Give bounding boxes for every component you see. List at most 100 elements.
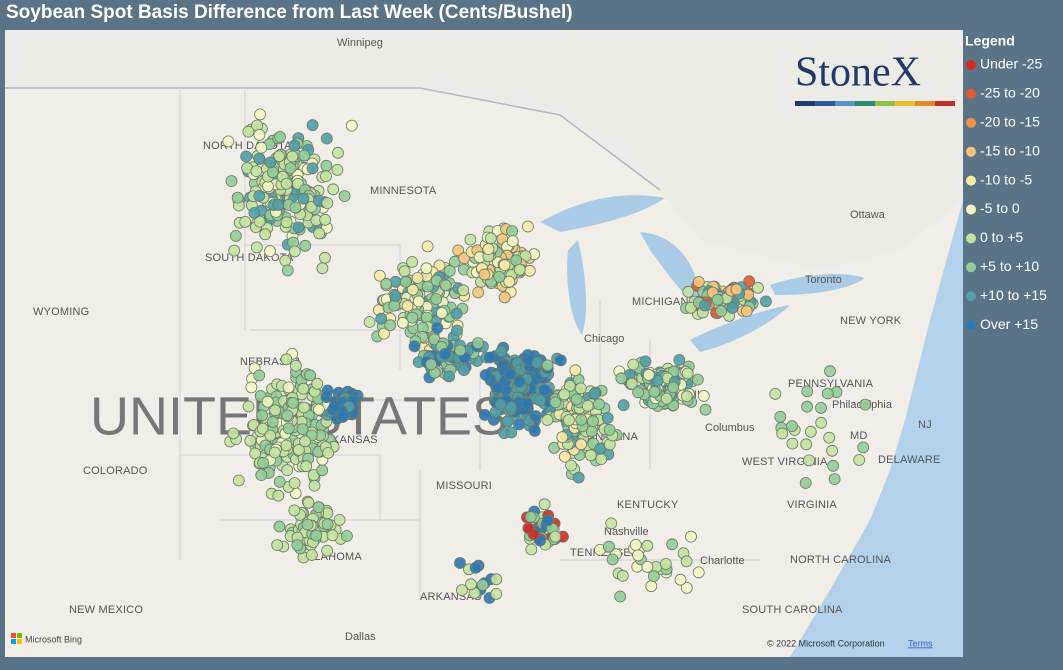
legend-swatch xyxy=(966,262,976,273)
page-title: Soybean Spot Basis Difference from Last … xyxy=(6,2,573,23)
location-dot xyxy=(399,275,412,288)
location-dot xyxy=(804,425,817,438)
location-dot xyxy=(326,529,339,542)
location-dot xyxy=(273,150,286,163)
location-dot xyxy=(316,464,329,477)
location-dot xyxy=(388,299,401,312)
location-dot xyxy=(569,364,582,377)
location-dot xyxy=(692,276,705,288)
location-dot xyxy=(274,130,286,143)
location-dot xyxy=(253,215,266,228)
map-footer: Microsoft Bing © 2022 Microsoft Corporat… xyxy=(11,633,933,648)
location-dot xyxy=(726,301,739,314)
place-label: Chicago xyxy=(584,333,624,345)
location-dot xyxy=(321,518,334,531)
location-dot xyxy=(564,379,576,392)
location-dot xyxy=(257,456,270,469)
location-dot xyxy=(454,557,466,569)
location-dot xyxy=(494,398,507,411)
location-dot xyxy=(301,518,314,531)
location-dot xyxy=(786,420,798,433)
lake-erie xyxy=(690,305,790,352)
location-dot xyxy=(231,191,244,204)
location-dot xyxy=(563,414,575,427)
location-dot xyxy=(574,382,587,395)
location-dot xyxy=(674,573,687,586)
location-dot xyxy=(651,374,664,387)
location-dot xyxy=(289,359,302,372)
location-dot xyxy=(255,141,268,154)
location-dot xyxy=(685,530,697,543)
location-dot xyxy=(430,293,443,306)
location-dots xyxy=(222,108,872,604)
location-dot xyxy=(479,369,492,381)
location-dot xyxy=(457,284,470,297)
location-dot xyxy=(228,244,241,257)
location-dot xyxy=(282,381,295,394)
location-dot xyxy=(699,299,711,312)
location-dot xyxy=(264,429,277,442)
location-dot xyxy=(605,517,618,530)
location-dot xyxy=(660,392,673,405)
location-dot xyxy=(465,578,477,591)
location-dot xyxy=(614,590,627,603)
location-dot xyxy=(340,530,353,542)
location-dot xyxy=(691,373,704,386)
location-dot xyxy=(268,446,281,459)
location-dot xyxy=(853,454,866,466)
location-dot xyxy=(406,283,419,296)
location-dot xyxy=(333,514,346,526)
location-dot xyxy=(280,216,293,229)
location-dot xyxy=(297,401,310,414)
location-dot xyxy=(505,426,518,439)
location-dot xyxy=(801,385,814,398)
location-dot xyxy=(572,471,585,484)
location-dot xyxy=(680,555,693,568)
location-dot xyxy=(306,119,319,132)
place-label: KANSAS xyxy=(332,434,378,446)
bing-icon xyxy=(17,639,22,644)
location-dot xyxy=(280,353,293,366)
location-dot xyxy=(639,355,652,368)
bing-icon xyxy=(17,633,22,638)
location-dot xyxy=(264,156,277,169)
location-dot xyxy=(232,474,245,487)
location-dot xyxy=(242,125,255,138)
logo-bar-segment xyxy=(835,101,855,106)
location-dot xyxy=(603,540,615,553)
location-dot xyxy=(478,268,491,281)
location-dot xyxy=(523,264,536,277)
legend-swatch xyxy=(966,117,976,128)
location-dot xyxy=(299,435,312,448)
location-dot xyxy=(524,511,537,523)
attribution: © 2022 Microsoft Corporation xyxy=(767,638,885,648)
location-dot xyxy=(859,398,872,411)
location-dot xyxy=(398,265,411,278)
place-label: NEW MEXICO xyxy=(69,604,143,616)
location-dot xyxy=(629,539,642,551)
location-dot xyxy=(321,384,334,397)
location-dot xyxy=(229,229,242,242)
location-dot xyxy=(800,438,813,451)
location-dot xyxy=(253,152,266,165)
location-dot xyxy=(821,387,834,400)
location-dot xyxy=(538,384,551,397)
location-dot xyxy=(786,437,799,450)
place-label: NJ xyxy=(918,419,932,431)
logo-bar-segment xyxy=(855,101,875,106)
location-dot xyxy=(697,389,710,402)
terms-link[interactable]: Terms xyxy=(908,638,933,648)
legend-label: Under -25 xyxy=(980,56,1042,72)
location-dot xyxy=(239,215,252,228)
location-dot xyxy=(505,401,518,414)
location-dot xyxy=(281,464,294,477)
location-dot xyxy=(375,312,388,325)
legend-label: -5 to 0 xyxy=(980,200,1020,216)
location-dot xyxy=(680,390,693,403)
place-label: MICHIGAN xyxy=(632,296,689,308)
location-dot xyxy=(300,460,313,473)
location-dot xyxy=(253,369,266,382)
place-label: NORTH CAROLINA xyxy=(790,554,891,566)
location-dot xyxy=(699,403,712,416)
place-label: Ottawa xyxy=(850,209,886,221)
